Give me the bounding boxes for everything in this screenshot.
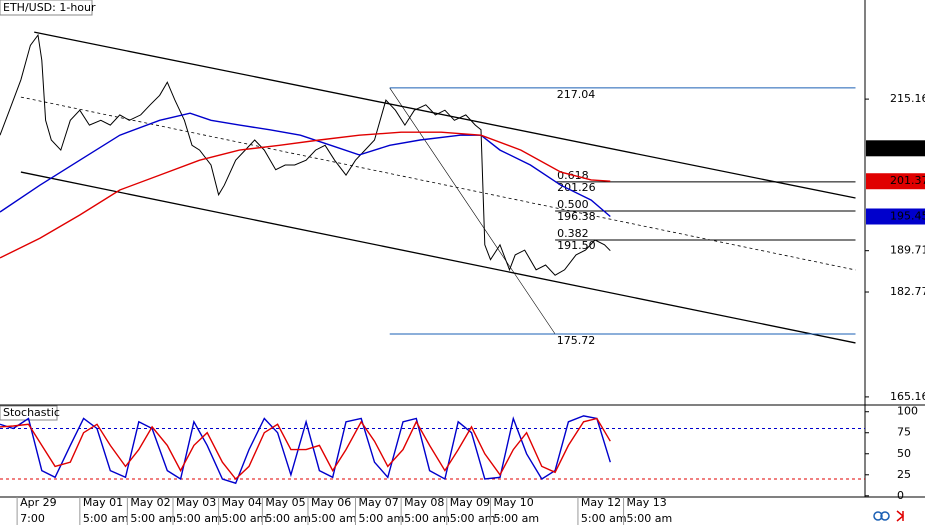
fib-ratio: 0.382 bbox=[557, 227, 589, 240]
price-label-box bbox=[866, 140, 925, 157]
fib-price: 191.50 bbox=[557, 239, 596, 252]
series-line bbox=[0, 417, 611, 481]
x-time-label: 5:00 am bbox=[493, 512, 539, 525]
x-time-label: 5:00 am bbox=[311, 512, 357, 525]
price-label: 206.90 bbox=[890, 141, 925, 154]
x-tick-label: May 04 bbox=[222, 496, 262, 509]
price-label: 195.45 bbox=[890, 209, 925, 222]
trend-line bbox=[34, 31, 856, 199]
x-tick-label: May 02 bbox=[130, 496, 170, 509]
x-tick-label: May 12 bbox=[581, 496, 621, 509]
link-icon-2[interactable] bbox=[880, 511, 890, 521]
x-time-label: 5:00 am bbox=[450, 512, 496, 525]
trend-line bbox=[20, 171, 856, 344]
indicator-title: Stochastic bbox=[3, 406, 60, 419]
y-tick-label: 0 bbox=[897, 489, 904, 502]
x-time-label: 5:00 am bbox=[83, 512, 129, 525]
price-label-box bbox=[866, 208, 925, 225]
x-time-label: 5:00 am bbox=[581, 512, 627, 525]
link-icon[interactable] bbox=[873, 511, 883, 521]
price-label: 201.37 bbox=[890, 174, 925, 187]
x-tick-label: May 07 bbox=[359, 496, 399, 509]
x-time-label: 5:00 am bbox=[404, 512, 450, 525]
y-tick-label: 165.16 bbox=[890, 390, 925, 403]
x-time-label: 5:00 am bbox=[265, 512, 311, 525]
y-tick-label: 25 bbox=[897, 468, 911, 481]
x-time-label: 5:00 am bbox=[222, 512, 268, 525]
x-time-label: 5:00 am bbox=[627, 512, 673, 525]
y-tick-label: 100 bbox=[897, 405, 918, 418]
y-tick-label: 50 bbox=[897, 447, 911, 460]
fib-price: 201.26 bbox=[557, 181, 596, 194]
x-tick-label: May 05 bbox=[265, 496, 305, 509]
toolbar-icons[interactable] bbox=[873, 510, 905, 522]
series-line bbox=[0, 415, 611, 485]
trend-line bbox=[20, 96, 856, 271]
x-tick-label: May 03 bbox=[176, 496, 216, 509]
x-time-label: 5:00 am bbox=[359, 512, 405, 525]
y-tick-label: 215.16 bbox=[890, 92, 925, 105]
fib-anchor bbox=[389, 87, 556, 335]
fib-price: 175.72 bbox=[557, 334, 596, 347]
x-time-label: 5:00 am bbox=[130, 512, 176, 525]
fib-price: 217.04 bbox=[557, 88, 596, 101]
x-tick-label: May 08 bbox=[404, 496, 444, 509]
x-tick-label: May 10 bbox=[493, 496, 533, 509]
y-tick-label: 75 bbox=[897, 426, 911, 439]
x-tick-label: May 13 bbox=[627, 496, 667, 509]
x-time-label: 5:00 am bbox=[176, 512, 222, 525]
price-label-box bbox=[866, 173, 925, 190]
x-tick-label: May 01 bbox=[83, 496, 123, 509]
fib-ratio: 0.500 bbox=[557, 198, 589, 211]
x-time-label: 7:00 bbox=[20, 512, 45, 525]
price-label: 182.77 bbox=[890, 285, 925, 298]
series-line bbox=[0, 33, 611, 276]
x-tick-label: May 06 bbox=[311, 496, 351, 509]
x-tick-label: May 09 bbox=[450, 496, 490, 509]
x-tick-label: Apr 29 bbox=[20, 496, 57, 509]
chart-title: ETH/USD: 1-hour bbox=[3, 1, 96, 14]
fib-price: 196.38 bbox=[557, 210, 596, 223]
goto-end-icon[interactable] bbox=[896, 510, 905, 522]
series-line bbox=[0, 131, 611, 259]
title-box bbox=[0, 0, 93, 16]
price-label: 189.71 bbox=[890, 244, 925, 257]
series-line bbox=[0, 112, 611, 218]
